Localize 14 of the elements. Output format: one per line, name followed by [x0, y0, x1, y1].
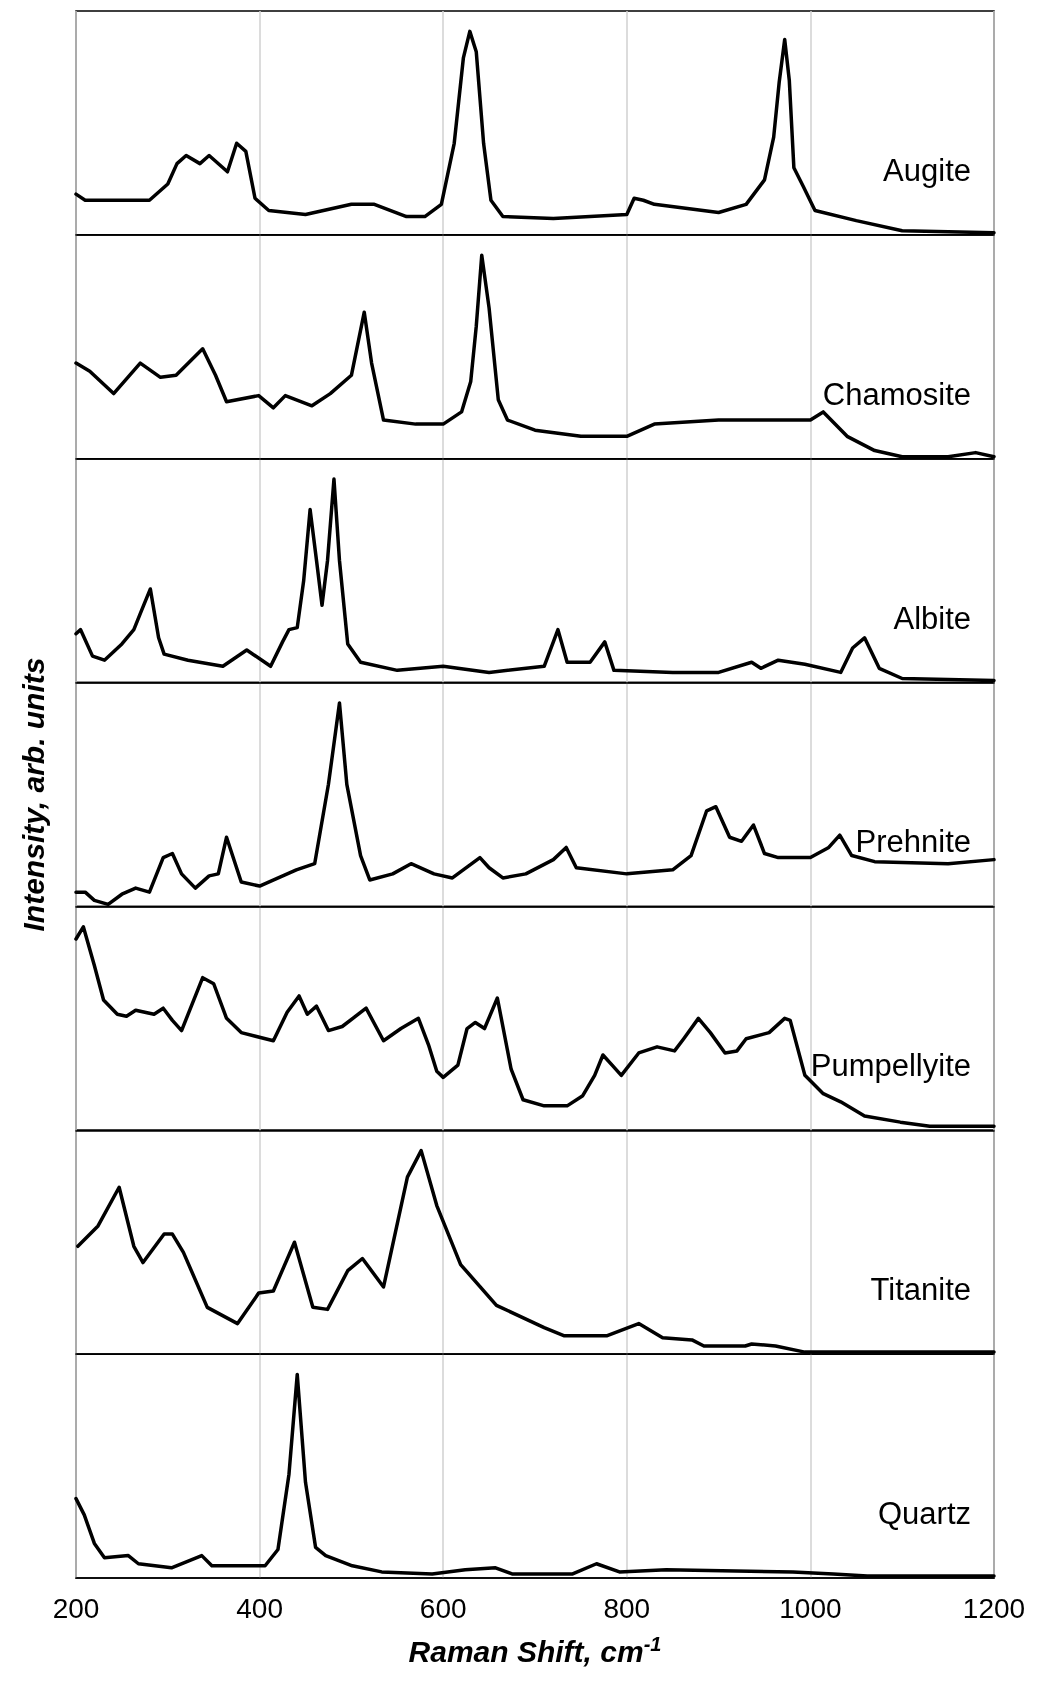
x-tick-label: 1000 [779, 1592, 842, 1624]
x-tick-label: 800 [603, 1592, 651, 1624]
series-label: Quartz [877, 1495, 971, 1531]
series-label: Augite [883, 152, 972, 188]
series-label: Pumpellyite [810, 1048, 972, 1084]
y-axis-title: Intensity, arb. units [16, 657, 50, 932]
x-tick-label: 200 [52, 1592, 100, 1624]
x-tick-label: 600 [419, 1592, 467, 1624]
series-label: Prehnite [855, 824, 972, 860]
x-tick-label: 1200 [962, 1592, 1026, 1624]
series-label: Albite [893, 600, 971, 636]
x-tick-label: 400 [236, 1592, 283, 1624]
series-label: Chamosite [822, 376, 972, 412]
series-label: Titanite [870, 1272, 972, 1308]
